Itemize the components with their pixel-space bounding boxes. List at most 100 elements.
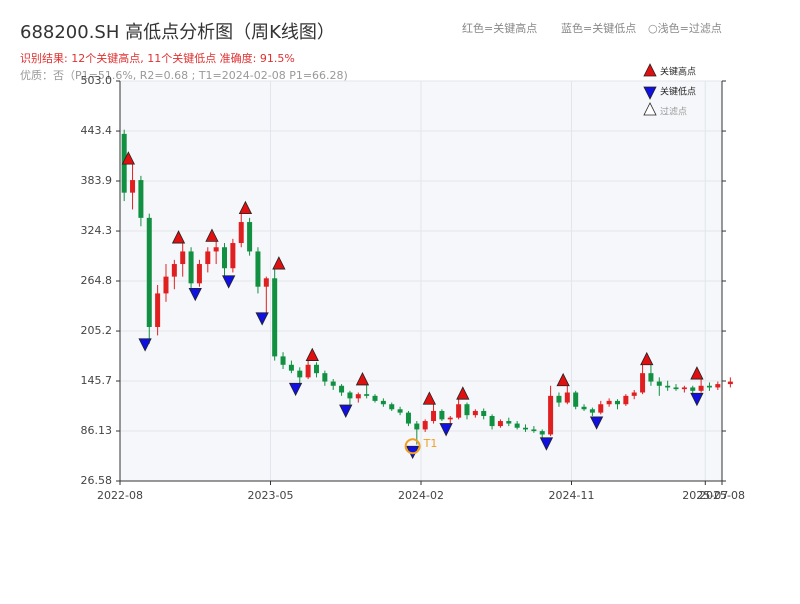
candle-body xyxy=(556,395,562,403)
key-high xyxy=(355,372,370,386)
candle-body xyxy=(222,247,228,269)
key-low xyxy=(339,404,353,418)
key-low xyxy=(690,392,704,407)
x-tick-label: 2025-08 xyxy=(699,489,745,502)
candle-body xyxy=(280,356,286,365)
candle-body xyxy=(564,392,570,403)
annotation-label: T1 xyxy=(423,437,438,450)
candle-body xyxy=(364,394,370,396)
key-low xyxy=(439,423,453,437)
candle-body xyxy=(506,421,512,424)
candle-body xyxy=(573,392,579,407)
candle-body xyxy=(623,395,629,405)
candle-body xyxy=(205,251,211,265)
key-high xyxy=(422,391,437,405)
key-low xyxy=(138,338,152,352)
y-tick-label: 145.7 xyxy=(81,374,113,387)
candle-body xyxy=(681,387,687,390)
y-tick-label: 503.0 xyxy=(81,74,113,87)
key-high xyxy=(272,256,286,270)
y-tick-label: 264.8 xyxy=(81,274,113,287)
note: 优质：否（P1=51.6%, R2=0.68 ; T1=2024-02-08 P… xyxy=(20,69,348,82)
candle-body xyxy=(380,400,386,405)
candle-body xyxy=(523,427,529,430)
legend-marker xyxy=(643,63,657,77)
candle-body xyxy=(690,387,696,391)
legend-note: 蓝色=关键低点 xyxy=(561,21,636,35)
candle-body xyxy=(305,364,311,378)
legend-label: 关键低点 xyxy=(660,86,696,98)
candle-body xyxy=(431,410,437,422)
legend-label: 关键高点 xyxy=(660,66,696,78)
candle-body xyxy=(698,385,704,391)
candle-body xyxy=(706,385,712,388)
candle-body xyxy=(472,410,478,416)
candle-body xyxy=(548,395,554,435)
candle-body xyxy=(238,222,244,244)
candle-body xyxy=(456,404,462,418)
x-tick-label: 2022-08 xyxy=(97,489,143,502)
candle-body xyxy=(138,180,144,218)
candle-body xyxy=(255,251,261,287)
candle-body xyxy=(180,251,186,265)
candle-body xyxy=(155,293,161,328)
annotation-marker xyxy=(404,438,421,455)
key-high xyxy=(690,366,704,380)
candle-body xyxy=(263,278,269,287)
key-low xyxy=(539,437,554,451)
y-tick-label: 324.3 xyxy=(81,224,113,237)
key-high xyxy=(205,228,219,242)
key-high xyxy=(640,351,654,366)
candle-body xyxy=(614,400,620,405)
key-low xyxy=(288,382,303,397)
key-low xyxy=(188,287,202,302)
candle-body xyxy=(606,400,612,405)
subtitle: 识别结果: 12个关键高点, 11个关键低点 准确度: 91.5% xyxy=(20,51,295,65)
candle-body xyxy=(297,370,303,378)
candle-body xyxy=(196,264,202,284)
candle-body xyxy=(715,384,721,388)
chart-title: 688200.SH 高低点分析图（周K线图） xyxy=(20,22,335,43)
candle-body xyxy=(539,431,545,435)
key-low xyxy=(222,275,236,289)
y-tick-label: 86.13 xyxy=(81,424,113,437)
candle-body xyxy=(640,373,646,393)
key-high xyxy=(456,386,470,400)
candle-body xyxy=(247,222,253,252)
candle-body xyxy=(389,404,395,410)
candle-body xyxy=(447,417,453,420)
candle-body xyxy=(589,409,595,413)
candle-body xyxy=(414,423,420,430)
legend-note: ○浅色=过滤点 xyxy=(648,21,722,35)
x-tick-label: 2024-02 xyxy=(398,489,444,502)
candle-body xyxy=(188,251,194,284)
candle-body xyxy=(481,410,487,416)
candle-body xyxy=(422,421,428,430)
candle-body xyxy=(130,180,136,193)
candle-body xyxy=(598,404,604,413)
legend-marker xyxy=(643,86,657,100)
candle-body xyxy=(531,429,537,432)
x-tick-label: 2025-07 xyxy=(682,489,728,502)
candle-body xyxy=(288,364,294,371)
candle-body xyxy=(489,415,495,427)
candle-body xyxy=(322,373,328,382)
candle-body xyxy=(665,385,671,388)
candle-body xyxy=(631,392,637,396)
candle-body xyxy=(727,381,733,385)
candle-body xyxy=(272,278,278,357)
candle-body xyxy=(313,364,319,374)
candle-body xyxy=(405,412,411,424)
key-low xyxy=(255,312,269,326)
legend-label: 过滤点 xyxy=(660,106,687,118)
key-low xyxy=(589,416,604,430)
key-high xyxy=(238,200,253,215)
candle-body xyxy=(347,392,353,399)
x-tick-label: 2024-11 xyxy=(549,489,595,502)
x-tick-label: 2023-05 xyxy=(248,489,294,502)
candle-body xyxy=(648,373,654,382)
candle-body xyxy=(514,423,520,428)
candle-body xyxy=(372,395,378,401)
